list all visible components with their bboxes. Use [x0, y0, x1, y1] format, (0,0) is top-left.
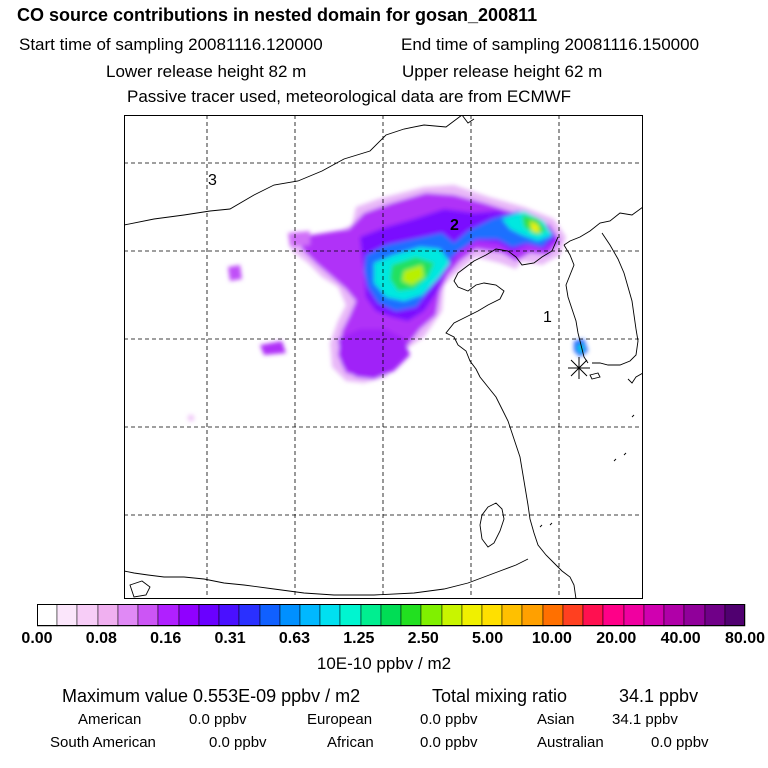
max-value-label: Maximum value 0.553E-09 ppbv / m2: [62, 686, 361, 706]
concentration-map: 3 2 1: [124, 115, 643, 599]
colorbar-cell: [279, 604, 301, 627]
colorbar-tick-label: 10.00: [531, 630, 572, 647]
co-plume: [188, 185, 588, 421]
korea-west-coast: [563, 244, 589, 364]
colorbar-cell: [420, 604, 443, 627]
colorbar-cell: [299, 604, 321, 627]
colorbar-cell: [481, 604, 503, 627]
receptor-star-icon: [568, 357, 590, 379]
colorbar-cell: [704, 604, 726, 627]
colorbar-tick-label: 5.00: [471, 630, 504, 647]
start-time-label: Start time of sampling 20081116.120000: [19, 35, 323, 54]
colorbar-cell: [97, 604, 119, 627]
colorbar-cell: [542, 604, 564, 627]
colorbar-cell: [724, 604, 746, 627]
plume-lower-lobe: [338, 329, 410, 379]
border-ne: [461, 115, 475, 124]
plume-west-spot-1: [228, 265, 242, 281]
taiwan-island: [479, 502, 505, 548]
colorbar-cell: [56, 604, 78, 627]
colorbar-cell: [521, 604, 544, 627]
colorbar-tick-label: 0.16: [150, 630, 182, 647]
colorbar-cell: [562, 604, 584, 627]
contrib-name: American: [78, 711, 142, 728]
colorbar-cell: [683, 604, 706, 627]
plume-west-spot-2: [260, 341, 286, 355]
border-north: [124, 115, 463, 226]
contrib-value: 0.0 ppbv: [420, 734, 478, 751]
colorbar-tick-label: 0.31: [214, 630, 246, 647]
bohai-coast: [445, 236, 577, 599]
colorbar-tick-label: 0.00: [21, 630, 53, 647]
contrib-name: South American: [50, 734, 156, 751]
lat-lon-grid: [124, 115, 643, 599]
colorbar-cell: [501, 604, 523, 627]
colorbar-cell: [623, 604, 645, 627]
plume-faint-sw: [188, 415, 194, 421]
colorbar-cell: [441, 604, 463, 627]
korea-east-coast: [592, 232, 639, 366]
contrib-name: Asian: [537, 711, 575, 728]
contrib-value: 34.1 ppbv: [612, 711, 678, 728]
coastlines: [124, 115, 643, 599]
end-time-label: End time of sampling 20081116.150000: [401, 35, 700, 54]
colorbar-cell: [643, 604, 665, 627]
colorbar-cell: [37, 604, 58, 627]
region-label-3: 3: [208, 172, 217, 189]
colorbar-cell: [76, 604, 99, 627]
colorbar-cell: [117, 604, 139, 627]
colorbar-tick-label: 40.00: [660, 630, 701, 647]
colorbar-tick-label: 80.00: [724, 630, 766, 647]
colorbar-tick-label: 0.08: [85, 630, 117, 647]
colorbar-tick-label: 0.63: [278, 630, 311, 647]
lower-release-height-label: Lower release height 82 m: [106, 62, 307, 81]
total-mixing-label: Total mixing ratio: [432, 686, 568, 706]
colorbar-cell: [380, 604, 402, 627]
colorbar-cell: [218, 604, 240, 627]
contrib-name: African: [327, 734, 374, 751]
colorbar-tick-label: 1.25: [343, 630, 375, 647]
total-mixing-value: 34.1 ppbv: [619, 686, 699, 706]
plume-yellowgreen: [402, 265, 424, 285]
contrib-value: 0.0 ppbv: [420, 711, 478, 728]
colorbar-cell: [259, 604, 281, 627]
colorbar-cell: [360, 604, 382, 627]
colorbar-cell: [178, 604, 200, 627]
plot-title: CO source contributions in nested domain…: [17, 5, 538, 25]
colorbar-cell: [157, 604, 180, 627]
region-label-2: 2: [450, 217, 459, 234]
info-label: Passive tracer used, meteorological data…: [127, 87, 572, 106]
colorbar-cell: [137, 604, 159, 627]
contrib-value: 0.0 ppbv: [189, 711, 247, 728]
colorbar-cell: [602, 604, 625, 627]
colorbar-tick-label: 20.00: [596, 630, 637, 647]
contrib-name: European: [307, 711, 373, 728]
border-east: [563, 206, 643, 246]
plume-yellow-ne: [530, 221, 540, 233]
colorbar-cell: [461, 604, 483, 627]
region-label-1: 1: [543, 309, 552, 326]
contrib-value: 0.0 ppbv: [209, 734, 267, 751]
upper-release-height-label: Upper release height 62 m: [402, 62, 603, 81]
colorbar-tick-label: 2.50: [407, 630, 439, 647]
plume-west-spot-3: [288, 231, 310, 247]
colorbar-cell: [238, 604, 261, 627]
japan-coast: [627, 372, 643, 384]
jeju-island: [589, 372, 601, 380]
colorbar-cell: [582, 604, 604, 627]
colorbar-cell: [400, 604, 422, 627]
colorbar: [37, 604, 746, 627]
contrib-name: Australian: [537, 734, 604, 751]
colorbar-cell: [319, 604, 341, 627]
colorbar-cell: [339, 604, 362, 627]
ryukyu-islands: [539, 414, 635, 528]
south-coast: [124, 558, 529, 596]
contrib-value: 0.0 ppbv: [651, 734, 709, 751]
hainan-island: [129, 580, 151, 598]
colorbar-cell: [198, 604, 220, 627]
colorbar-cell: [663, 604, 685, 627]
colorbar-unit: 10E-10 ppbv / m2: [316, 654, 452, 673]
